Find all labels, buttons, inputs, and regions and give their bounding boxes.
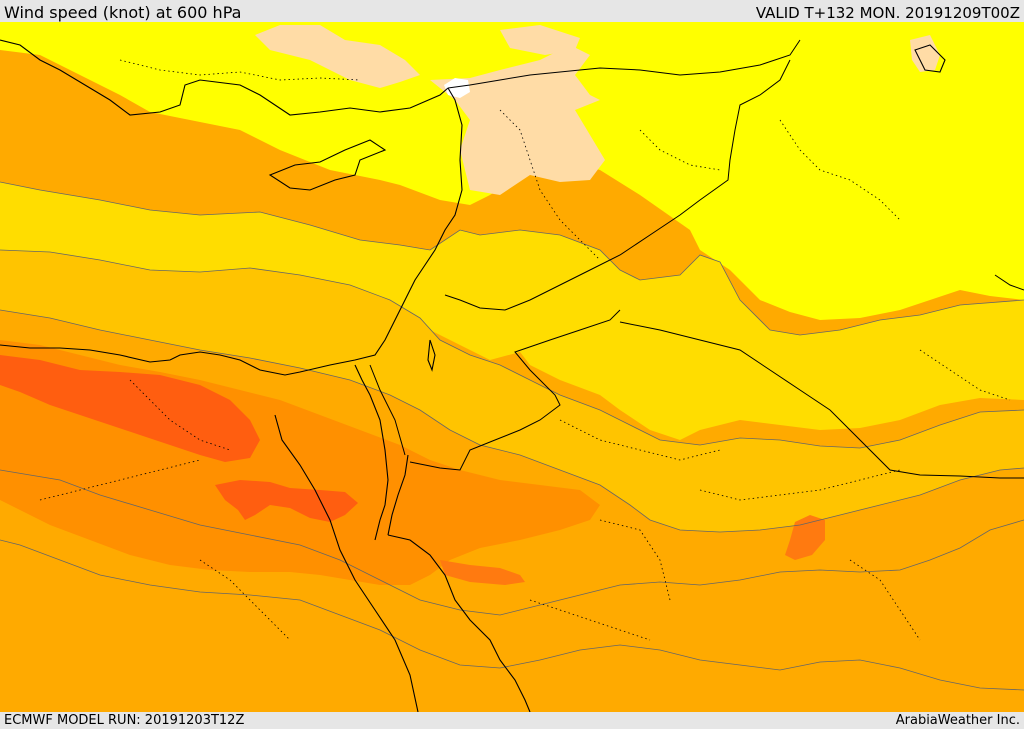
band-pale-4 bbox=[910, 35, 940, 72]
credit-label: ArabiaWeather Inc. bbox=[895, 713, 1020, 728]
wind-speed-map bbox=[0, 22, 1024, 712]
map-canvas bbox=[0, 22, 1024, 712]
chart-title: Wind speed (knot) at 600 hPa bbox=[4, 3, 242, 22]
model-run-label: ECMWF MODEL RUN: 20191203T12Z bbox=[4, 713, 245, 728]
band-pale-2 bbox=[255, 25, 420, 88]
country-borders bbox=[369, 39, 1024, 479]
band-red-orange bbox=[0, 355, 260, 462]
band-yellow bbox=[0, 182, 1024, 440]
valid-time-label: VALID T+132 MON. 20191209T00Z bbox=[755, 4, 1020, 22]
band-orange-patch bbox=[785, 515, 825, 560]
band-red-orange-2 bbox=[215, 480, 358, 522]
band-orange-patch-2 bbox=[440, 560, 525, 585]
band-pale-1 bbox=[430, 45, 605, 195]
header-bar: Wind speed (knot) at 600 hPa VALID T+132… bbox=[0, 0, 1024, 22]
contour-lines bbox=[0, 181, 1024, 691]
province-borders bbox=[39, 59, 1011, 641]
band-pale-3 bbox=[500, 25, 580, 55]
coastlines bbox=[0, 39, 946, 712]
footer-bar: ECMWF MODEL RUN: 20191203T12Z ArabiaWeat… bbox=[0, 712, 1024, 729]
